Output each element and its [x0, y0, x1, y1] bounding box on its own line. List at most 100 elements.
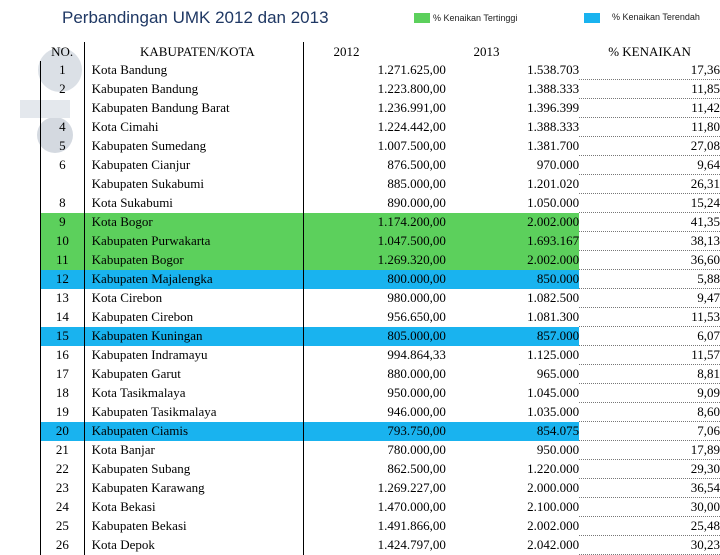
cell-no: 24 [41, 498, 85, 517]
cell-2013: 857.000 [446, 327, 579, 346]
cell-2013: 970.000 [446, 156, 579, 175]
cell-2012: 1.269.320,00 [304, 251, 446, 270]
cell-no: 1 [41, 61, 85, 80]
cell-kenaikan: 7,06 [579, 422, 720, 441]
cell-no: 17 [41, 365, 85, 384]
cell-no: 20 [41, 422, 85, 441]
cell-no: 6 [41, 156, 85, 175]
cell-kabupaten: Kabupaten Cirebon [84, 308, 303, 327]
cell-kenaikan: 30,00 [579, 498, 720, 517]
cell-2012: 885.000,00 [304, 175, 446, 194]
cell-2012: 950.000,00 [304, 384, 446, 403]
cell-no: 22 [41, 460, 85, 479]
cell-2012: 805.000,00 [304, 327, 446, 346]
cell-2013: 1.396.399 [446, 99, 579, 118]
cell-kenaikan: 36,54 [579, 479, 720, 498]
cell-no: 18 [41, 384, 85, 403]
legend-lowest-swatch [584, 13, 600, 23]
cell-2013: 2.000.000 [446, 479, 579, 498]
cell-2012: 876.500,00 [304, 156, 446, 175]
cell-kabupaten: Kabupaten Purwakarta [84, 232, 303, 251]
page-title: Perbandingan UMK 2012 dan 2013 [62, 8, 329, 28]
cell-kenaikan: 9,09 [579, 384, 720, 403]
cell-kabupaten: Kabupaten Subang [84, 460, 303, 479]
cell-kenaikan: 11,42 [579, 99, 720, 118]
cell-2013: 1.081.300 [446, 308, 579, 327]
cell-2012: 880.000,00 [304, 365, 446, 384]
cell-kenaikan: 26,31 [579, 175, 720, 194]
cell-kenaikan: 6,07 [579, 327, 720, 346]
cell-kabupaten: Kota Bogor [84, 213, 303, 232]
cell-2013: 1.125.000 [446, 346, 579, 365]
cell-no: 21 [41, 441, 85, 460]
cell-no: 26 [41, 536, 85, 555]
cell-2012: 793.750,00 [304, 422, 446, 441]
cell-kabupaten: Kota Bekasi [84, 498, 303, 517]
cell-kabupaten: Kabupaten Tasikmalaya [84, 403, 303, 422]
cell-kenaikan: 38,13 [579, 232, 720, 251]
cell-no: 5 [41, 137, 85, 156]
legend-lowest-label: % Kenaikan Terendah [612, 12, 700, 22]
cell-kenaikan: 5,88 [579, 270, 720, 289]
cell-kabupaten: Kabupaten Indramayu [84, 346, 303, 365]
cell-2013: 965.000 [446, 365, 579, 384]
cell-kenaikan: 9,64 [579, 156, 720, 175]
cell-2012: 1.224.442,00 [304, 118, 446, 137]
cell-kenaikan: 29,30 [579, 460, 720, 479]
cell-no: 19 [41, 403, 85, 422]
cell-2012: 890.000,00 [304, 194, 446, 213]
cell-2012: 980.000,00 [304, 289, 446, 308]
cell-kabupaten: Kabupaten Bandung [84, 80, 303, 99]
cell-kenaikan: 8,81 [579, 365, 720, 384]
cell-no: 11 [41, 251, 85, 270]
cell-2012: 1.047.500,00 [304, 232, 446, 251]
cell-2012: 1.424.797,00 [304, 536, 446, 555]
cell-kabupaten: Kabupaten Cianjur [84, 156, 303, 175]
cell-2012: 956.650,00 [304, 308, 446, 327]
cell-kabupaten: Kota Banjar [84, 441, 303, 460]
cell-no [41, 175, 85, 194]
cell-2012: 862.500,00 [304, 460, 446, 479]
cell-kenaikan: 9,47 [579, 289, 720, 308]
cell-no: 13 [41, 289, 85, 308]
cell-kenaikan: 17,36 [579, 61, 720, 80]
cell-2013: 2.002.000 [446, 251, 579, 270]
cell-2012: 1.269.227,00 [304, 479, 446, 498]
cell-no: 8 [41, 194, 85, 213]
cell-2012: 946.000,00 [304, 403, 446, 422]
cell-no: 25 [41, 517, 85, 536]
legend-highest-label: % Kenaikan Tertinggi [433, 13, 517, 23]
cell-2012: 800.000,00 [304, 270, 446, 289]
cell-2012: 1.470.000,00 [304, 498, 446, 517]
cell-2013: 1.693.167 [446, 232, 579, 251]
cell-kabupaten: Kota Depok [84, 536, 303, 555]
cell-kabupaten: Kabupaten Ciamis [84, 422, 303, 441]
cell-2012: 780.000,00 [304, 441, 446, 460]
umk-table: NO. KABUPATEN/KOTA 2012 2013 % KENAIKAN … [40, 42, 720, 555]
cell-2012: 1.007.500,00 [304, 137, 446, 156]
cell-2013: 2.002.000 [446, 213, 579, 232]
header-no: NO. [41, 42, 85, 61]
cell-2013: 1.220.000 [446, 460, 579, 479]
cell-kabupaten: Kota Sukabumi [84, 194, 303, 213]
cell-kabupaten: Kabupaten Bogor [84, 251, 303, 270]
header-kenaikan: % KENAIKAN [579, 42, 720, 61]
cell-kabupaten: Kota Cimahi [84, 118, 303, 137]
